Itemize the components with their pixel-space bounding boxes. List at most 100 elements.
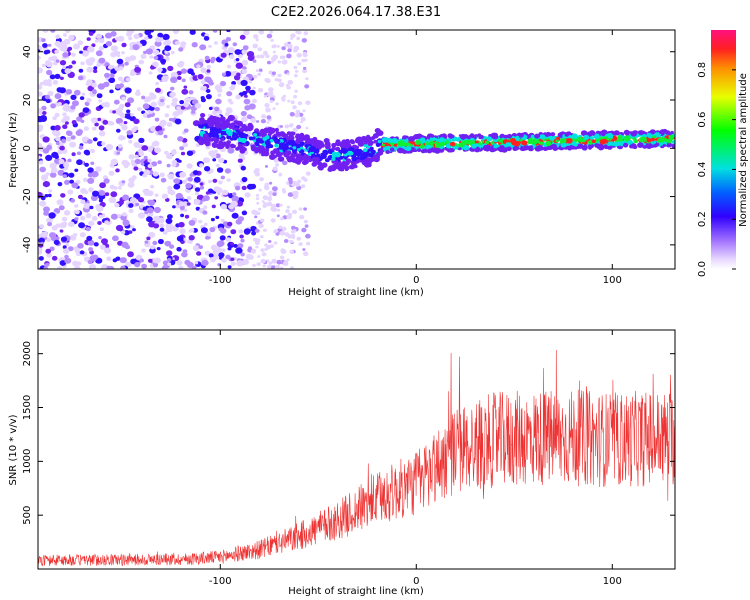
spectrogram-cell — [287, 79, 294, 85]
spectrogram-cell — [632, 131, 636, 135]
spectrogram-cell — [118, 66, 124, 71]
spectrogram-cell — [650, 137, 655, 142]
spectrogram-cell — [141, 263, 148, 269]
spectrogram-cell — [166, 122, 173, 127]
spectrogram-cell — [84, 162, 89, 167]
spectrogram-cell — [297, 31, 302, 35]
spectrogram-cell — [230, 229, 237, 235]
spectrogram-cell — [308, 146, 315, 153]
spectrogram-cell — [122, 194, 130, 201]
spectrogram-cell — [62, 112, 67, 117]
spectrogram-cell — [238, 229, 244, 234]
spectrogram-cell — [341, 161, 347, 165]
spectrogram-cell — [102, 119, 109, 125]
spectrogram-cell — [292, 209, 297, 214]
spectrogram-cell — [304, 58, 308, 62]
spectrogram-cell — [121, 180, 126, 184]
spectrogram-cell — [391, 137, 398, 144]
spectrogram-cell — [80, 199, 86, 205]
spectrogram-cell — [115, 168, 120, 173]
spectrogram-cell — [166, 153, 173, 160]
spectrogram-cell — [263, 228, 267, 232]
spectrogram-cell — [217, 240, 225, 247]
spectrogram-cell — [335, 147, 340, 151]
spectrogram-cell — [64, 257, 72, 264]
spectrogram-cell — [286, 258, 290, 262]
spectrogram-cell — [121, 42, 127, 48]
spectrogram-cell — [191, 72, 195, 76]
spectrogram-cell — [241, 116, 248, 123]
spectrogram-cell — [282, 261, 289, 267]
spectrogram-cell — [304, 84, 310, 89]
spectrogram-cell — [288, 180, 294, 185]
spectrogram-cell — [367, 142, 372, 146]
spectrogram-cell — [138, 137, 145, 144]
spectrogram-cell — [55, 136, 61, 142]
spectrogram-cell — [303, 31, 308, 36]
spectrogram-cell — [129, 197, 138, 204]
spectrogram-cell — [92, 137, 98, 142]
spectrogram-cell — [40, 241, 44, 246]
spectrogram-cell — [210, 153, 217, 159]
spectrogram-cell — [93, 242, 99, 247]
spectrogram-cell — [87, 139, 93, 144]
spectrogram-cell — [92, 190, 100, 197]
spectrogram-data — [38, 30, 675, 269]
spectrogram-cell — [272, 136, 278, 141]
spectrogram-cell — [144, 240, 149, 244]
spectrogram-cell — [370, 151, 376, 156]
spectrogram-cell — [530, 134, 535, 139]
spectrogram-cell — [275, 203, 281, 208]
spectrogram-cell — [116, 151, 121, 155]
spectrogram-cell — [264, 140, 271, 146]
spectrogram-cell — [150, 125, 158, 132]
spectrogram-cell — [238, 153, 245, 158]
spectrogram-cell — [448, 139, 452, 142]
spectrogram-cell — [101, 141, 106, 146]
spectrogram-cell — [215, 98, 222, 105]
spectrogram-cell — [294, 113, 300, 118]
spectrogram-cell — [350, 140, 356, 145]
spectrogram-cell — [287, 139, 295, 146]
spectrogram-cell — [278, 225, 283, 230]
spectrogram-cell — [224, 43, 229, 47]
spectrogram-cell — [71, 120, 77, 125]
spectrogram-cell — [134, 261, 141, 268]
spectrogram-cell — [471, 143, 477, 149]
spectrogram-cell — [207, 121, 214, 128]
spectrogram-cell — [284, 145, 289, 150]
spectrogram-cell — [121, 124, 128, 131]
spectrogram-cell — [113, 99, 120, 105]
spectrogram-cell — [235, 135, 240, 139]
spectrogram-cell — [46, 252, 52, 258]
spectrogram-cell — [73, 43, 80, 50]
spectrogram-cell — [289, 147, 293, 150]
spectrogram-cell — [447, 134, 452, 138]
spectrogram-cell — [118, 200, 124, 206]
spectrogram-cell — [200, 113, 206, 118]
spectrogram-cell — [133, 118, 140, 125]
spectrogram-cell — [414, 139, 421, 145]
spectrogram-cell — [176, 235, 184, 242]
spectrogram-cell — [228, 204, 234, 210]
spectrogram-cell — [393, 147, 398, 151]
spectrogram-cell — [134, 66, 142, 73]
spectrogram-cell — [108, 77, 116, 84]
spectrogram-cell — [104, 72, 110, 78]
spectrogram-cell — [47, 90, 54, 97]
spectrogram-cell — [303, 178, 308, 182]
spectrogram-cell — [63, 103, 69, 108]
spectrogram-cell — [45, 98, 51, 104]
spectrogram-cell — [165, 218, 173, 224]
spectrogram-cell — [178, 60, 185, 67]
spectrogram-cell — [98, 236, 102, 240]
spectrogram-cell — [253, 75, 258, 79]
spectrogram-cell — [52, 116, 57, 121]
spectrogram-cell — [612, 131, 616, 135]
spectrogram-cell — [243, 98, 251, 105]
spectrogram-cell — [128, 36, 133, 41]
spectrogram-cell — [110, 31, 117, 37]
spectrogram-cell — [171, 159, 178, 165]
spectrogram-cell — [303, 207, 307, 211]
spectrogram-cell — [90, 117, 98, 124]
